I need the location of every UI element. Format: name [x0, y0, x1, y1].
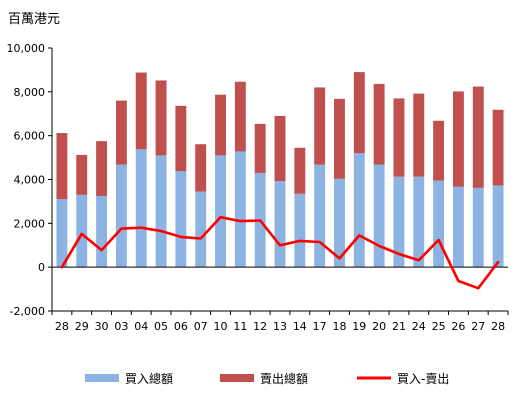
y-tick-label: 10,000: [7, 42, 46, 55]
x-tick-label: 10: [214, 320, 228, 333]
bar-sell-12-10: [255, 124, 266, 173]
bar-sell-21-17: [394, 98, 405, 176]
bar-sell-28-22: [493, 110, 504, 186]
bar-sell-24-18: [413, 94, 424, 177]
bar-sell-05-5: [156, 80, 167, 155]
legend-label-0: 買入總額: [125, 371, 173, 386]
x-tick-label: 17: [313, 320, 327, 333]
x-tick-label: 29: [75, 320, 89, 333]
bar-buy-20-16: [374, 165, 385, 268]
y-tick-label: -2,000: [10, 305, 45, 318]
bar-buy-28-0: [56, 199, 67, 267]
bar-sell-03-3: [116, 101, 127, 165]
x-tick-label: 18: [332, 320, 346, 333]
x-tick-label: 11: [233, 320, 247, 333]
x-tick-label: 21: [392, 320, 406, 333]
bar-buy-04-4: [136, 149, 147, 267]
x-tick-label: 24: [412, 320, 426, 333]
bar-buy-11-9: [235, 151, 246, 267]
bar-buy-30-2: [96, 196, 107, 267]
bar-buy-06-6: [175, 171, 186, 267]
x-tick-label: 14: [293, 320, 307, 333]
y-tick-label: 4,000: [14, 174, 46, 187]
legend: 買入總額 賣出總額 買入-賣出: [85, 371, 449, 386]
x-tick-label: 26: [451, 320, 465, 333]
legend-swatch-1: [220, 374, 254, 382]
bar-sell-26-20: [453, 91, 464, 186]
bar-sell-11-9: [235, 82, 246, 152]
bar-sell-20-16: [374, 84, 385, 165]
bar-buy-26-20: [453, 187, 464, 267]
bar-buy-25-19: [433, 181, 444, 268]
legend-swatch-0: [85, 374, 119, 382]
bars-group: [56, 72, 503, 267]
x-tick-label: 13: [273, 320, 287, 333]
bar-buy-05-5: [156, 155, 167, 267]
bar-sell-04-4: [136, 73, 147, 150]
unit-label: 百萬港元: [8, 8, 60, 27]
legend-label-2: 買入-賣出: [397, 371, 449, 386]
bar-buy-10-8: [215, 155, 226, 267]
legend-label-1: 賣出總額: [260, 371, 308, 386]
bar-sell-14-12: [294, 148, 305, 194]
x-tick-label: 27: [471, 320, 485, 333]
y-tick-label: 6,000: [14, 130, 46, 143]
x-tick-label: 30: [95, 320, 109, 333]
bar-buy-29-1: [76, 195, 87, 267]
bar-buy-07-7: [195, 192, 206, 268]
bar-buy-13-11: [275, 181, 286, 267]
bar-buy-17-13: [314, 165, 325, 268]
bar-sell-18-14: [334, 99, 345, 179]
x-tick-label: 28: [55, 320, 69, 333]
x-tick-label: 19: [352, 320, 366, 333]
x-tick-label: 12: [253, 320, 267, 333]
bar-sell-06-6: [175, 106, 186, 171]
y-tick-label: 8,000: [14, 86, 46, 99]
x-tick-label: 07: [194, 320, 208, 333]
bar-sell-28-0: [56, 133, 67, 199]
bar-buy-14-12: [294, 194, 305, 267]
x-tick-label: 05: [154, 320, 168, 333]
bar-buy-27-21: [473, 188, 484, 267]
x-tick-label: 06: [174, 320, 188, 333]
bar-sell-25-19: [433, 121, 444, 181]
bar-buy-24-18: [413, 177, 424, 268]
bar-sell-19-15: [354, 72, 365, 153]
bar-sell-29-1: [76, 155, 87, 195]
x-tick-label: 03: [114, 320, 128, 333]
bar-buy-03-3: [116, 165, 127, 268]
x-tick-label: 25: [432, 320, 446, 333]
bar-sell-13-11: [275, 116, 286, 181]
bar-sell-27-21: [473, 87, 484, 188]
x-tick-label: 28: [491, 320, 505, 333]
y-tick-label: 0: [38, 261, 45, 274]
bar-buy-28-22: [493, 185, 504, 267]
bar-sell-07-7: [195, 144, 206, 191]
x-tick-label: 20: [372, 320, 386, 333]
x-tick-label: 04: [134, 320, 148, 333]
bar-sell-10-8: [215, 95, 226, 156]
bar-sell-30-2: [96, 141, 107, 196]
y-tick-label: 2,000: [14, 217, 46, 230]
bar-buy-19-15: [354, 153, 365, 267]
bar-sell-17-13: [314, 87, 325, 164]
